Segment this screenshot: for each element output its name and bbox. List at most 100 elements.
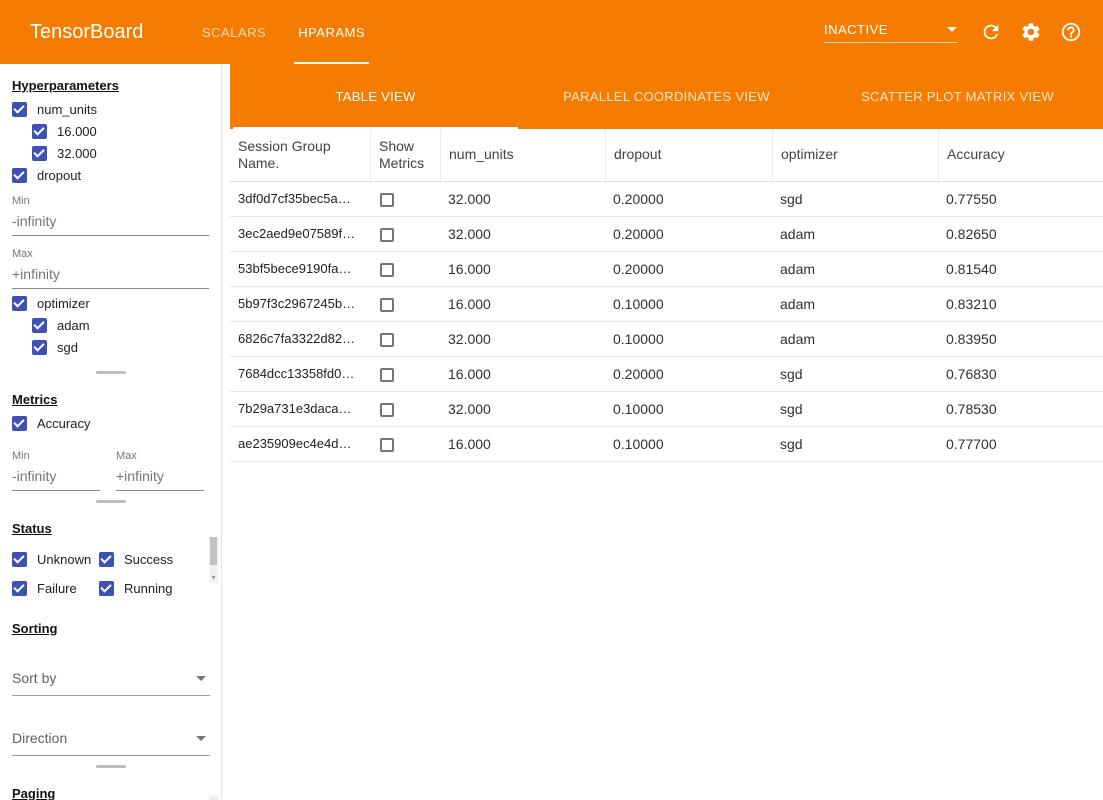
dropout-checkbox[interactable] — [12, 168, 27, 183]
num-units-value-row: 16.000 — [32, 124, 209, 139]
metric-min-input[interactable]: -infinity — [12, 462, 100, 491]
panel-resize-handle[interactable] — [0, 760, 221, 772]
scroll-down-arrow-icon[interactable]: ▾ — [211, 573, 216, 582]
paging-scrollbar[interactable]: ▴ — [209, 796, 218, 800]
status-failure-checkbox[interactable] — [12, 581, 27, 596]
status-running-checkbox[interactable] — [99, 581, 114, 596]
reload-status-select[interactable]: INACTIVE — [824, 22, 957, 43]
tab-parallel-coordinates-view[interactable]: PARALLEL COORDINATES VIEW — [563, 89, 770, 104]
cell-num-units: 32.000 — [448, 330, 491, 347]
tab-hparams[interactable]: HPARAMS — [282, 0, 381, 64]
show-metrics-checkbox[interactable] — [380, 437, 394, 452]
panel-resize-handle[interactable] — [0, 366, 221, 378]
cell-num-units: 16.000 — [448, 260, 491, 277]
cell-accuracy: 0.83210 — [946, 295, 997, 312]
cell-dropout: 0.10000 — [613, 400, 664, 417]
status-success-label: Success — [124, 552, 174, 567]
cell-dropout: 0.10000 — [613, 295, 664, 312]
dropdown-arrow-icon — [947, 26, 957, 32]
status-unknown-checkbox[interactable] — [12, 552, 27, 567]
reload-status-value: INACTIVE — [824, 21, 888, 37]
col-dropout: dropout — [605, 129, 772, 181]
cell-session-group-name: ae235909ec4e4d… — [238, 436, 352, 452]
cell-show-metrics — [370, 435, 440, 452]
cell-show-metrics — [370, 260, 440, 277]
cell-optimizer: adam — [780, 260, 816, 277]
status-unknown-label: Unknown — [37, 552, 92, 567]
metric-max-label: Max — [116, 450, 137, 462]
sort-by-select[interactable]: Sort by — [12, 664, 210, 696]
paging-title: Paging — [12, 786, 56, 800]
status-success-checkbox[interactable] — [99, 552, 114, 567]
optimizer-adam-checkbox[interactable] — [32, 318, 47, 333]
show-metrics-checkbox[interactable] — [380, 262, 394, 277]
table-row: 3ec2aed9e07589f… 32.000 0.20000 adam 0.8… — [230, 217, 1103, 252]
metric-accuracy-row: Accuracy — [12, 416, 209, 431]
cell-optimizer: sgd — [780, 190, 803, 207]
show-metrics-checkbox[interactable] — [380, 332, 394, 347]
col-accuracy: Accuracy — [938, 129, 1103, 181]
status-success-row: Success — [99, 552, 197, 567]
sort-by-value: Sort by — [12, 670, 57, 686]
cell-optimizer: adam — [780, 225, 816, 242]
num-units-16-label: 16.000 — [57, 124, 97, 139]
refresh-button[interactable] — [971, 12, 1011, 52]
show-metrics-checkbox[interactable] — [380, 402, 394, 417]
direction-select[interactable]: Direction — [12, 724, 210, 756]
optimizer-value-row: adam — [32, 318, 209, 333]
hyperparameters-title: Hyperparameters — [12, 78, 119, 93]
optimizer-sgd-checkbox[interactable] — [32, 340, 47, 355]
scrollbar-thumb[interactable] — [210, 537, 217, 565]
hparam-num-units-row: num_units — [12, 102, 209, 117]
scroll-up-arrow-icon[interactable]: ▴ — [209, 796, 218, 800]
cell-session-group-name: 7684dcc13358fd0… — [238, 366, 355, 382]
metric-max-input[interactable]: +infinity — [116, 462, 204, 491]
status-unknown-row: Unknown — [12, 552, 99, 567]
table-row: ae235909ec4e4d… 16.000 0.10000 sgd 0.777… — [230, 427, 1103, 462]
cell-num-units: 32.000 — [448, 225, 491, 242]
table-row: 7b29a731e3daca… 32.000 0.10000 sgd 0.785… — [230, 392, 1103, 427]
cell-session-group-name: 5b97f3c2967245b… — [238, 296, 356, 312]
cell-show-metrics — [370, 190, 440, 207]
settings-button[interactable] — [1011, 12, 1051, 52]
col-optimizer: optimizer — [772, 129, 938, 181]
table-row: 5b97f3c2967245b… 16.000 0.10000 adam 0.8… — [230, 287, 1103, 322]
cell-show-metrics — [370, 400, 440, 417]
dropout-max-input[interactable]: +infinity — [12, 260, 209, 289]
table-row: 53bf5bece9190fa… 16.000 0.20000 adam 0.8… — [230, 252, 1103, 287]
optimizer-checkbox[interactable] — [12, 296, 27, 311]
num-units-value-row: 32.000 — [32, 146, 209, 161]
num-units-32-checkbox[interactable] — [32, 146, 47, 161]
num-units-checkbox[interactable] — [12, 102, 27, 117]
table-header: Session Group Name. Show Metrics num_uni… — [230, 129, 1103, 182]
panel-resize-handle[interactable] — [0, 495, 221, 507]
dropout-min-input[interactable]: -infinity — [12, 207, 209, 236]
cell-accuracy: 0.76830 — [946, 365, 997, 382]
cell-session-group-name: 3df0d7cf35bec5a… — [238, 191, 351, 207]
tab-scalars[interactable]: SCALARS — [202, 24, 267, 40]
sorting-title: Sorting — [12, 621, 58, 636]
cell-num-units: 16.000 — [448, 365, 491, 382]
cell-accuracy: 0.81540 — [946, 260, 997, 277]
table-row: 7684dcc13358fd0… 16.000 0.20000 sgd 0.76… — [230, 357, 1103, 392]
cell-show-metrics — [370, 295, 440, 312]
help-button[interactable] — [1051, 12, 1091, 52]
cell-optimizer: sgd — [780, 365, 803, 382]
tab-table-view[interactable]: TABLE VIEW — [230, 64, 521, 129]
cell-dropout: 0.20000 — [613, 190, 664, 207]
num-units-16-checkbox[interactable] — [32, 124, 47, 139]
show-metrics-checkbox[interactable] — [380, 367, 394, 382]
status-scrollbar[interactable]: ▾ — [209, 537, 218, 583]
num-units-32-label: 32.000 — [57, 146, 97, 161]
cell-show-metrics — [370, 330, 440, 347]
hyperparameters-panel: Hyperparameters num_units 16.000 32.000 … — [0, 64, 221, 366]
col-session-group-name: Session Group Name. — [238, 138, 331, 171]
status-failure-label: Failure — [37, 581, 77, 596]
tab-scatter-plot-matrix-view[interactable]: SCATTER PLOT MATRIX VIEW — [861, 89, 1054, 104]
accuracy-checkbox[interactable] — [12, 416, 27, 431]
metrics-panel: Metrics Accuracy Min -infinity Max +infi… — [0, 378, 221, 495]
cell-show-metrics — [370, 225, 440, 242]
show-metrics-checkbox[interactable] — [380, 192, 394, 207]
show-metrics-checkbox[interactable] — [380, 297, 394, 312]
show-metrics-checkbox[interactable] — [380, 227, 394, 242]
